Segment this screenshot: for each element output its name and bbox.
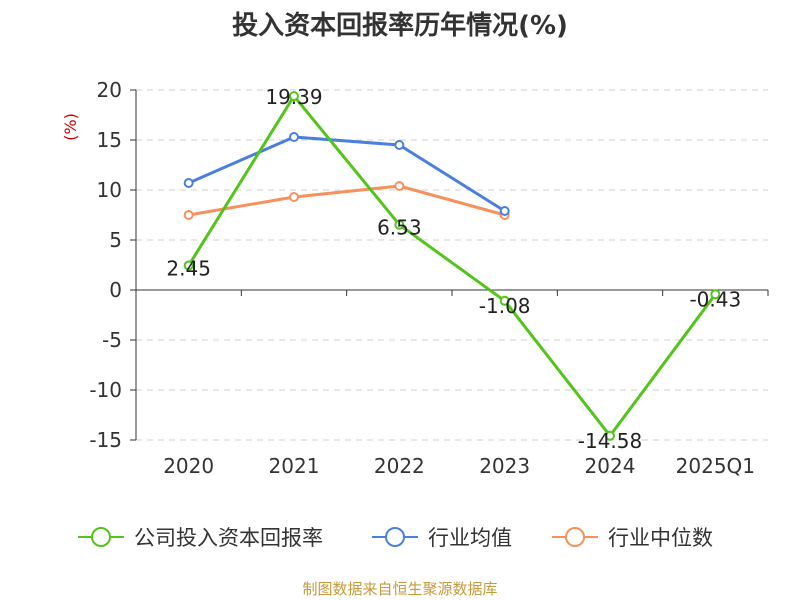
y-tick-label: 15 xyxy=(97,128,122,152)
data-labels: 2.45 19.39 6.53 -1.08 -14.58 -0.43 xyxy=(166,85,741,453)
legend-marker-icon xyxy=(385,527,405,547)
y-tick-label: 5 xyxy=(109,228,122,252)
data-point[interactable] xyxy=(394,181,405,191)
series-line xyxy=(188,135,506,213)
series-1 xyxy=(183,132,510,216)
y-tick-label: -15 xyxy=(89,428,122,452)
data-label: -1.08 xyxy=(479,294,531,318)
grid-lines xyxy=(136,89,768,441)
y-tick-label: 20 xyxy=(97,78,122,102)
y-tick-label: -10 xyxy=(89,378,122,402)
x-tick-label: 2022 xyxy=(374,454,425,478)
y-tick-label: 0 xyxy=(109,278,122,302)
legend-item[interactable]: 行业中位数 xyxy=(552,526,713,550)
axes xyxy=(130,89,769,441)
chart-title: 投入资本回报率历年情况(%) xyxy=(232,10,568,41)
data-label: 6.53 xyxy=(377,216,422,240)
legend-label: 行业均值 xyxy=(428,526,512,550)
series xyxy=(183,91,721,441)
legend-item[interactable]: 公司投入资本回报率 xyxy=(78,526,323,550)
data-point[interactable] xyxy=(394,219,405,230)
series-2 xyxy=(183,181,510,220)
data-point[interactable] xyxy=(183,178,194,188)
data-label: 2.45 xyxy=(166,257,211,281)
y-tick-label: 10 xyxy=(97,178,122,202)
series-line xyxy=(188,184,506,217)
data-point[interactable] xyxy=(710,289,721,300)
y-tick-labels: 20 15 10 5 0 -5 -10 -15 xyxy=(89,78,122,452)
x-tick-label: 2025Q1 xyxy=(676,454,755,478)
x-tick-label: 2021 xyxy=(269,454,320,478)
legend-label: 行业中位数 xyxy=(608,526,713,550)
data-label: 19.39 xyxy=(265,85,322,109)
data-point[interactable] xyxy=(183,210,194,220)
data-point[interactable] xyxy=(499,206,510,216)
x-tick-label: 2020 xyxy=(163,454,214,478)
data-point[interactable] xyxy=(289,132,299,142)
series-line xyxy=(187,94,717,438)
y-axis-unit: (%) xyxy=(61,113,80,141)
legend-marker-icon xyxy=(91,527,111,547)
data-point[interactable] xyxy=(499,295,510,306)
y-tick-label: -5 xyxy=(102,328,122,352)
series-0 xyxy=(183,91,721,441)
data-label: -14.58 xyxy=(578,429,642,453)
x-tick-label: 2024 xyxy=(585,454,636,478)
legend-marker-icon xyxy=(565,527,585,547)
data-point[interactable] xyxy=(289,192,299,202)
legend-item[interactable]: 行业均值 xyxy=(372,526,512,550)
x-tick-labels: 2020 2021 2022 2023 2024 2025Q1 xyxy=(163,454,755,478)
legend: 公司投入资本回报率 行业均值 行业中位数 xyxy=(78,526,713,550)
data-point[interactable] xyxy=(605,430,615,441)
data-label: -0.43 xyxy=(689,287,741,311)
source-footer: 制图数据来自恒生聚源数据库 xyxy=(302,580,497,598)
data-point[interactable] xyxy=(183,260,194,271)
data-point[interactable] xyxy=(289,91,299,102)
data-point[interactable] xyxy=(394,140,405,150)
legend-label: 公司投入资本回报率 xyxy=(134,526,323,550)
x-tick-label: 2023 xyxy=(479,454,530,478)
